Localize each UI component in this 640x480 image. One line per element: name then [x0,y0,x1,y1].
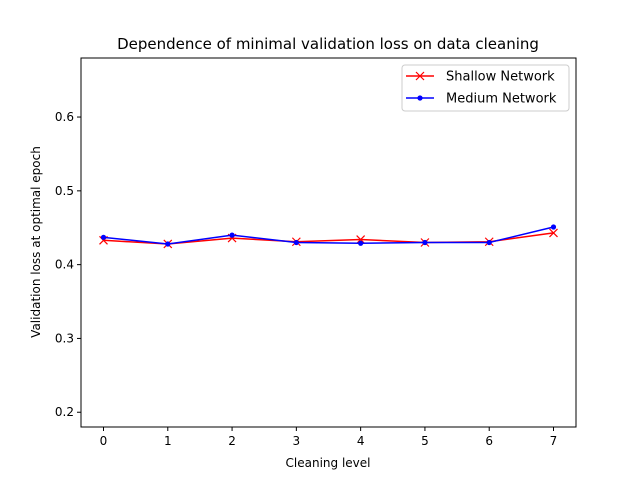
x-tick-label: 3 [293,434,301,448]
marker-stroke [415,71,425,81]
data-point [229,232,235,238]
x-tick-label: 5 [421,434,429,448]
legend-label: Shallow Network [446,70,555,85]
chart-title: Dependence of minimal validation loss on… [117,35,539,53]
legend-marker [415,71,425,81]
legend: Shallow Network Medium Network [401,64,570,112]
series-layer [99,224,558,249]
x-axis-label: Cleaning level [286,456,371,470]
data-point [422,239,428,246]
x-axis: 0 1 2 3 4 5 6 7 [100,427,558,448]
series-line [103,226,554,245]
y-tick-label: 0.4 [55,258,74,272]
series-medium-network [100,224,557,247]
x-tick-label: 1 [164,434,172,448]
y-axis: 0.2 0.3 0.4 0.5 0.6 [55,110,81,419]
x-tick-label: 6 [485,434,493,448]
y-tick-label: 0.2 [55,405,74,419]
x-tick-label: 4 [357,434,365,448]
x-tick-label: 0 [100,434,108,448]
x-tick-label: 7 [550,434,558,448]
y-tick-label: 0.3 [55,331,74,345]
y-tick-label: 0.6 [55,110,74,124]
data-point [549,228,558,238]
y-axis-label: Validation loss at optimal epoch [29,146,43,338]
data-point [100,234,107,240]
data-point [486,239,492,246]
legend-box [401,64,570,112]
data-point [165,241,171,247]
marker-stroke [549,228,558,238]
legend-item: Shallow Network [406,70,555,85]
legend-marker [417,95,423,101]
marker-stroke [356,235,366,244]
data-point [550,224,557,230]
data-point [358,240,364,246]
x-tick-label: 2 [228,434,236,448]
data-point [293,239,299,246]
legend-label: Medium Network [446,92,557,107]
legend-item: Medium Network [406,92,557,107]
data-point [356,235,366,244]
y-tick-label: 0.5 [55,184,74,198]
